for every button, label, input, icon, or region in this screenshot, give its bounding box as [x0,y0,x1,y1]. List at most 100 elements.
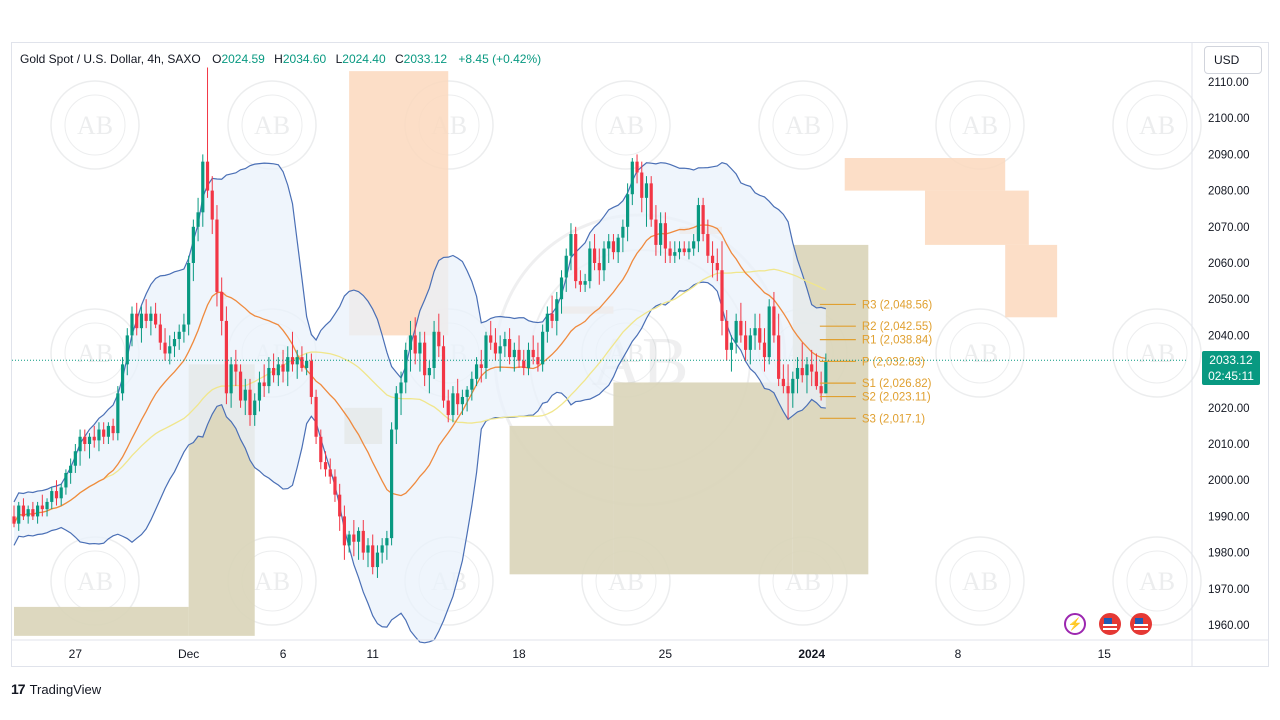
x-tick-label: 15 [1098,647,1112,661]
tradingview-footer[interactable]: 17 TradingView [11,681,101,697]
bear-candle [810,364,814,372]
bear-candle [272,367,276,376]
bear-candle [550,313,554,321]
low-value: 2024.40 [342,52,386,66]
bull-candle [45,501,49,510]
watermark-seal: AB [50,308,140,398]
bear-candle [300,357,304,368]
close-value: 2033.12 [403,52,448,66]
bull-candle [64,472,68,488]
watermark-ring [949,550,1011,612]
watermark-seal: AB [50,80,140,170]
bear-candle [144,313,148,321]
watermark-ring [758,80,848,170]
bull-candle [97,429,101,441]
bear-candle [224,320,228,394]
bull-candle [36,505,40,517]
bear-candle [720,270,724,321]
pivot-label: R2 (2,042.55) [862,321,932,333]
bull-candle [484,335,488,368]
bull-candle [17,505,21,524]
bull-candle [588,248,592,282]
bull-candle [607,241,611,249]
watermark-letters: AB [77,339,113,368]
demand-zone [14,606,189,636]
bear-candle [772,306,776,336]
bear-candle [238,371,243,401]
candles-layer [12,67,828,578]
bull-candle [644,183,649,198]
bull-candle [385,538,389,546]
bear-candle [21,505,26,517]
bear-candle [220,291,224,321]
bull-candle [748,335,752,350]
price-chart[interactable]: ABABABABABABABABABABABABABABABABABABABAB… [12,43,1268,666]
watermark-ring [772,94,834,156]
x-tick-label: Dec [178,647,199,661]
bear-candle [163,342,167,354]
bear-candle [423,342,427,376]
watermark-ring [64,94,126,156]
x-tick-label: 8 [955,647,962,661]
watermark-ring [595,94,657,156]
lightning-icon[interactable]: ⚡ [1064,613,1086,635]
bear-candle [333,476,337,495]
bear-candle [371,545,375,568]
bull-candle [116,393,120,434]
x-tick-label: 11 [366,647,379,661]
bull-candle [305,360,309,368]
bear-candle [154,313,158,325]
watermark-ring [64,322,126,384]
watermark-seal: AB [227,536,317,626]
bear-candle [309,360,313,397]
bear-candle [814,371,818,387]
bull-candle [78,436,82,452]
y-tick-label: 2000.00 [1208,475,1250,487]
bull-candle [347,534,351,546]
bull-candle [630,161,634,195]
bull-candle [753,328,757,336]
watermark-ring [1112,308,1202,398]
bull-candle [451,393,455,416]
currency-button[interactable]: USD [1204,46,1262,74]
bear-candle [489,335,493,343]
bear-candle [710,255,715,263]
watermark-ring [581,80,671,170]
bull-candle [526,349,531,368]
supply-zone [1005,244,1058,318]
us-flag-icon[interactable] [1099,613,1121,635]
bear-candle [800,367,804,376]
bull-candle [616,237,620,253]
watermark-seal: AB [935,308,1025,398]
watermark-seal: AB [581,80,671,170]
y-tick-label: 2050.00 [1208,294,1250,306]
bull-candle [26,509,30,517]
bull-candle [286,357,290,372]
bull-candle [569,234,573,256]
bear-candle [54,491,59,499]
watermark-letters: AB [1139,111,1175,140]
us-flag-icon[interactable] [1130,613,1152,635]
bear-candle [522,360,526,368]
bull-candle [356,530,361,542]
bear-candle [531,349,535,358]
bull-candle [177,331,181,340]
bull-candle [791,378,795,394]
bear-candle [328,469,332,477]
bull-candle [120,364,125,394]
bull-candle [673,252,677,256]
watermark-letters: AB [1139,567,1175,596]
watermark-seal: AB [227,80,317,170]
y-tick-label: 1970.00 [1208,584,1250,596]
bear-candle [739,320,743,336]
x-tick-label: 2024 [798,647,825,661]
bull-candle [734,320,738,343]
watermark-seal: AB [50,536,140,626]
slow-moving-average [13,268,827,524]
pivot-label: R1 (2,038.84) [862,335,932,347]
bear-candle [649,183,653,220]
bear-candle [517,349,521,361]
chart-frame[interactable]: ABABABABABABABABABABABABABABABABABABABAB… [11,42,1269,667]
bull-candle [729,342,734,350]
bull-candle [399,382,403,394]
